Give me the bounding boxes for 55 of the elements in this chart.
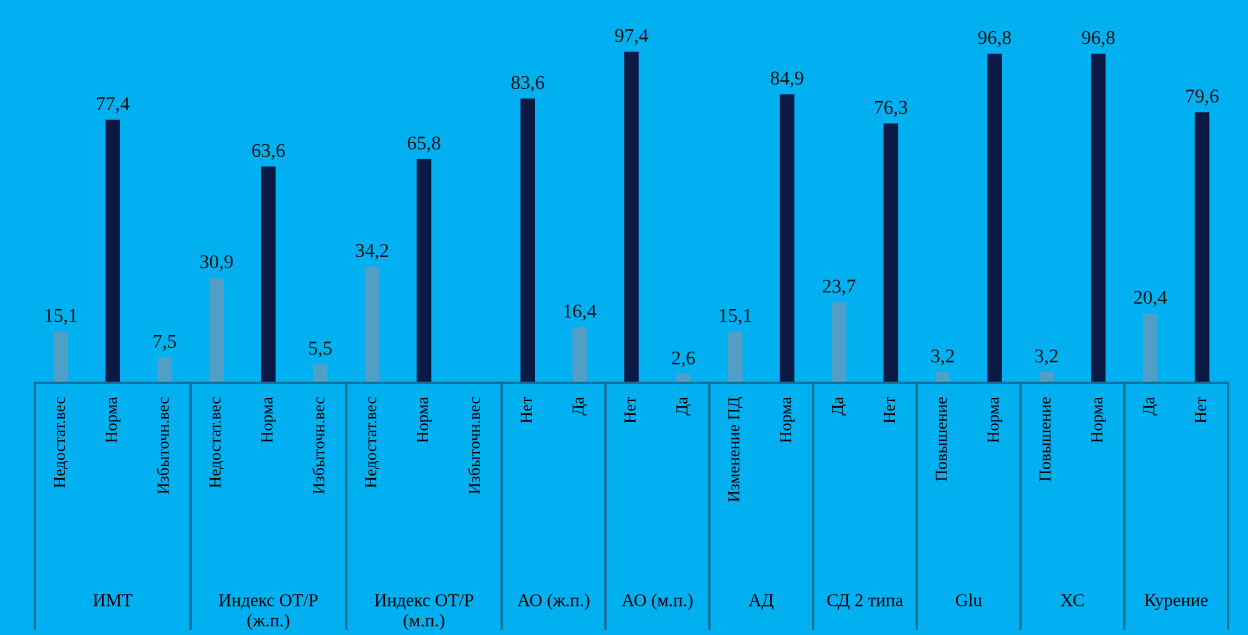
data-label: 2,6: [672, 351, 695, 368]
data-label: 96,8: [1081, 31, 1115, 47]
x-tick-label: Повышение: [1039, 397, 1051, 482]
x-tick-label: Норма: [417, 397, 432, 443]
x-tick-label: Норма: [987, 397, 1003, 443]
x-axis-title: АО (м.п.): [621, 593, 693, 610]
data-label: 34,2: [356, 244, 389, 260]
x-tick-label: Избыточн.вес: [156, 397, 169, 495]
x-tick-label: Нет: [1195, 397, 1207, 424]
data-label: 5,5: [309, 341, 332, 358]
x-tick-label: Избыточн.вес: [467, 397, 481, 495]
x-tick-label: Избыточн.вес: [312, 397, 325, 495]
x-tick-label: Недостат.вес: [365, 397, 380, 488]
x-tick-label: Да: [832, 397, 847, 416]
data-label: 7,5: [153, 334, 177, 351]
data-label: 84,9: [770, 71, 804, 88]
x-tick-label: Нет: [883, 397, 896, 424]
data-label: 97,4: [615, 29, 649, 45]
x-axis-title: Glu: [955, 593, 982, 607]
x-tick-label: Недостат.вес: [53, 397, 69, 488]
data-label: 96,8: [978, 31, 1011, 47]
x-tick-label: Норма: [261, 397, 276, 443]
data-label: 20,4: [1134, 290, 1167, 307]
x-tick-label: Нет: [624, 397, 636, 424]
x-axis-title: Курение: [1144, 594, 1208, 610]
x-axis-title: Индекс ОТ/Р (ж.п.): [218, 594, 318, 631]
x-axis-title: ХС: [1060, 594, 1084, 607]
x-tick-label: Нет: [520, 397, 532, 424]
data-label: 63,6: [252, 144, 285, 160]
data-label: 76,3: [875, 100, 908, 117]
x-tick-label: Повышение: [935, 397, 947, 482]
data-label: 79,6: [1186, 89, 1219, 106]
x-axis-title: Индекс ОТ/Р (м.п.): [374, 594, 474, 631]
x-axis-title: СД 2 типа: [827, 594, 904, 610]
data-label: 23,7: [822, 279, 856, 296]
x-tick-label: Да: [1143, 397, 1158, 416]
x-tick-label: Норма: [1091, 397, 1106, 443]
data-label: 15,1: [45, 309, 77, 325]
x-axis-title: АД: [748, 594, 774, 610]
data-label: 83,6: [511, 75, 545, 92]
x-tick-label: Норма: [105, 397, 121, 443]
x-tick-label: Да: [572, 397, 588, 416]
data-label: 77,4: [97, 97, 130, 113]
data-label: 15,1: [719, 309, 752, 325]
x-tick-label: Да: [676, 397, 691, 416]
data-label: 30,9: [200, 255, 233, 272]
data-label: 3,2: [1035, 349, 1058, 366]
x-axis-title: АО (ж.п.): [517, 593, 590, 610]
data-label: 65,8: [407, 136, 441, 153]
data-label: 3,2: [931, 349, 954, 366]
x-tick-label: Изменение ПД: [728, 397, 743, 502]
x-tick-label: Недостат.вес: [209, 397, 224, 488]
x-axis-title: ИМТ: [93, 594, 133, 607]
x-tick-label: Норма: [780, 397, 795, 443]
data-label: 16,4: [564, 304, 597, 321]
